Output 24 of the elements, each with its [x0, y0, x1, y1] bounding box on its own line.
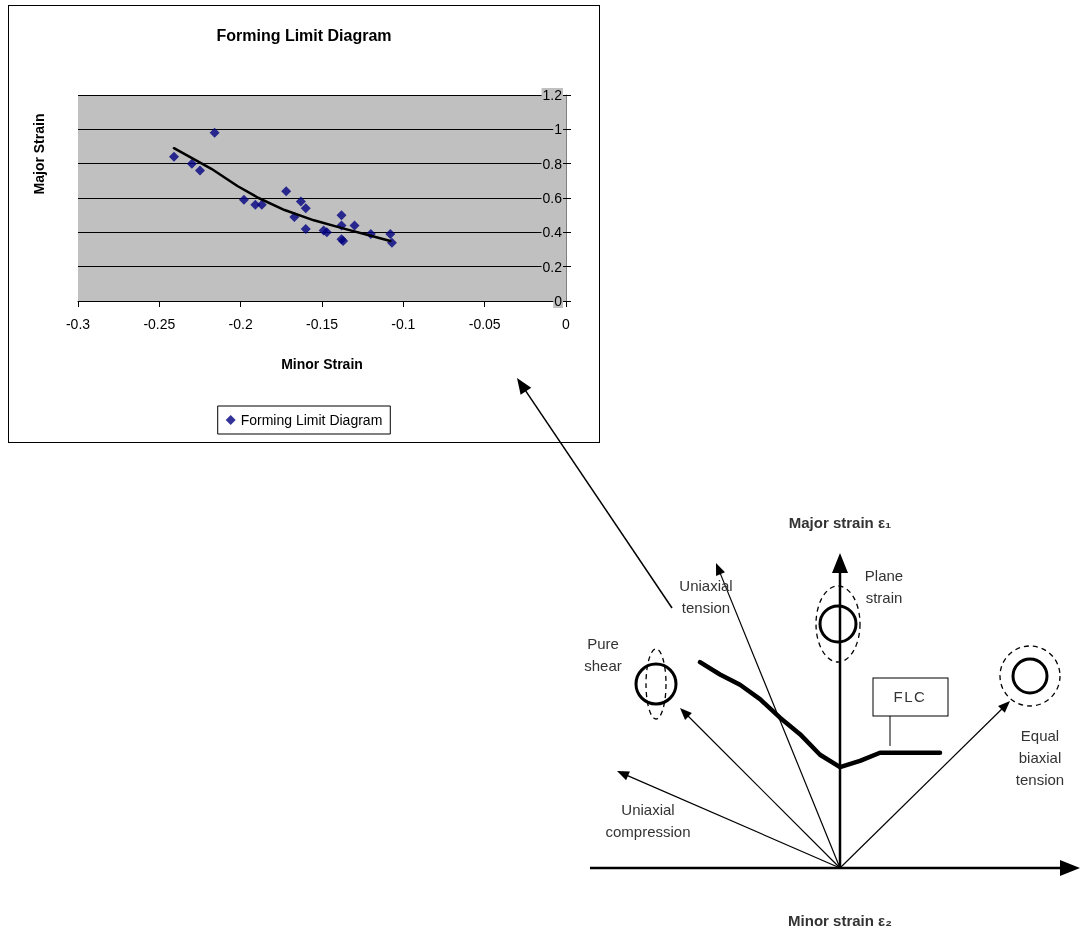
annotation: Equal biaxial tension: [1015, 727, 1065, 788]
y-tick-label: 0.8: [542, 155, 563, 172]
x-tick-label: -0.2: [228, 316, 253, 332]
annotation: Uniaxial compression: [605, 801, 691, 840]
text: Plane strain: [864, 567, 904, 606]
x-tick-label: -0.05: [468, 316, 501, 332]
y-tick-label: 0.4: [542, 224, 563, 241]
legend-label: Forming Limit Diagram: [240, 412, 383, 428]
y-axis-title: Major Strain: [31, 113, 47, 195]
y-tick-label: 0: [554, 293, 563, 309]
x-tick-label: -0.1: [391, 316, 416, 332]
annotation: Pure shear: [584, 635, 622, 674]
chart-title: Forming Limit Diagram: [216, 26, 392, 44]
y-tick-label: 1: [554, 121, 563, 138]
x-axis-title: Minor Strain: [281, 356, 363, 372]
x-axis-title: Minor strain ε₂: [788, 912, 892, 929]
annotation: FLC: [893, 688, 927, 705]
x-tick-label: -0.3: [65, 316, 91, 332]
y-tick-label: 1.2: [542, 87, 563, 103]
x-tick-label: -0.25: [143, 316, 176, 332]
y-axis-title: Major strain ε₁: [788, 513, 892, 531]
y-tick-label: 0.2: [542, 258, 563, 275]
y-tick-label: 0.6: [542, 190, 563, 206]
x-tick-label: -0.15: [306, 316, 339, 332]
